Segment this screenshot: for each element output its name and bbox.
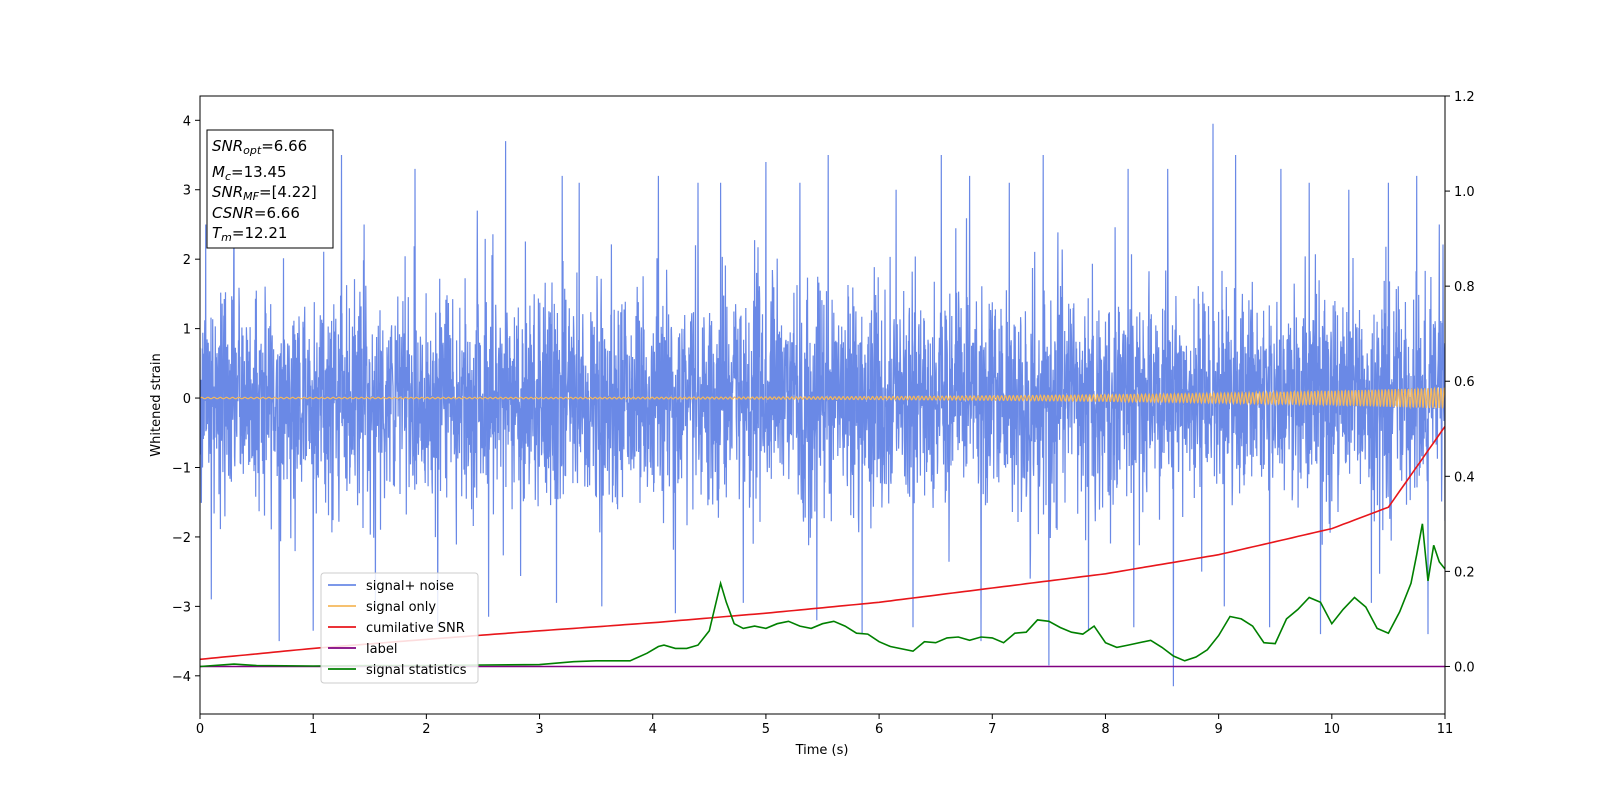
x-axis-ticks: 0 1 2 3 4 5 6 7 8 9 10 11 — [196, 714, 1453, 737]
legend-entry: label — [366, 642, 397, 657]
legend-entry: signal statistics — [366, 663, 467, 678]
x-tick-label: 8 — [1101, 722, 1109, 737]
legend-items: signal+ noise signal only cumilative SNR la… — [328, 579, 467, 678]
y2-tick-label: 0.4 — [1454, 470, 1475, 485]
x-tick-label: 1 — [309, 722, 317, 737]
y2-axis-ticks: 0.0 0.2 0.4 0.6 0.8 1.0 1.2 — [1445, 90, 1475, 675]
y-tick-label: 4 — [183, 114, 191, 129]
plot-frame — [199, 95, 1446, 715]
y-axis-label: Whitened strain — [149, 353, 164, 456]
legend-entry: cumilative SNR — [366, 621, 465, 636]
x-tick-label: 4 — [649, 722, 657, 737]
info-box-frame — [206, 129, 334, 249]
x-axis-label: Time (s) — [795, 743, 849, 758]
info-snr-mf: SNRMF=[4.22] — [212, 183, 317, 203]
y2-tick-label: 1.2 — [1454, 90, 1475, 105]
y-tick-label: −2 — [172, 531, 191, 546]
x-tick-label: 9 — [1214, 722, 1222, 737]
y-tick-label: −3 — [172, 600, 191, 615]
y2-tick-label: 0.0 — [1454, 660, 1475, 675]
legend: signal+ noise signal only cumilative SNR la… — [320, 572, 479, 684]
y2-tick-label: 0.8 — [1454, 280, 1475, 295]
x-tick-label: 11 — [1437, 722, 1454, 737]
info-snr-opt: SNRopt=6.66 — [212, 137, 307, 157]
legend-entry: signal+ noise — [366, 579, 454, 594]
y-tick-label: 1 — [183, 323, 191, 338]
x-tick-label: 5 — [762, 722, 770, 737]
series-signal-noise — [200, 123, 1445, 687]
y-tick-label: 3 — [183, 184, 191, 199]
x-tick-label: 7 — [988, 722, 996, 737]
x-tick-label: 6 — [875, 722, 883, 737]
y2-tick-label: 0.6 — [1454, 375, 1475, 390]
info-box: SNRopt=6.66 Mc=13.45 SNRMF=[4.22] CSNR=6… — [206, 129, 334, 249]
x-tick-label: 10 — [1324, 722, 1341, 737]
y-axis-ticks: −4 −3 −2 −1 0 1 2 3 4 — [172, 114, 200, 685]
series-signal-only — [200, 386, 1445, 410]
y-tick-label: 2 — [183, 253, 191, 268]
info-mc: Mc=13.45 — [212, 163, 287, 183]
legend-entry: signal only — [366, 600, 436, 615]
x-tick-label: 3 — [535, 722, 543, 737]
y-tick-label: −4 — [172, 670, 191, 685]
legend-frame — [320, 572, 479, 684]
series-signal-statistics — [200, 523, 1445, 668]
y2-tick-label: 0.2 — [1454, 565, 1475, 580]
y2-tick-label: 1.0 — [1454, 185, 1475, 200]
info-csnr: CSNR=6.66 — [212, 204, 300, 222]
x-tick-label: 2 — [422, 722, 430, 737]
info-tm: Tm=12.21 — [212, 224, 287, 244]
y-tick-label: −1 — [172, 461, 191, 476]
x-tick-label: 0 — [196, 722, 204, 737]
y-tick-label: 0 — [183, 392, 191, 407]
